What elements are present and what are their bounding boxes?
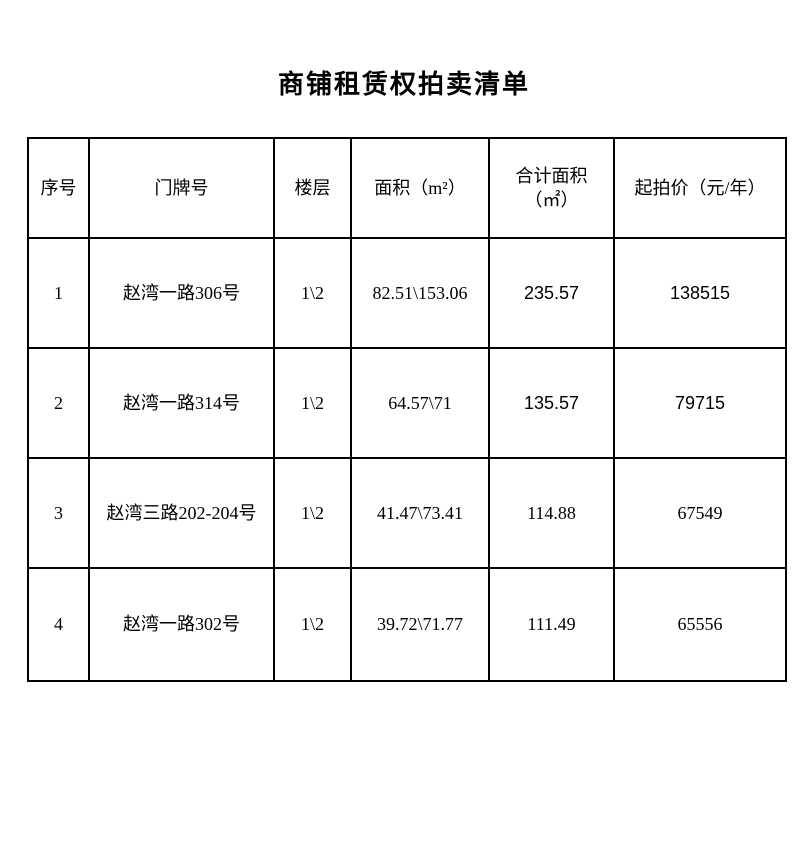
area-cell: 41.47\73.41 (350, 457, 490, 569)
serial-cell: 3 (27, 457, 90, 569)
price-cell: 138515 (613, 237, 787, 349)
header-area: 面积（m²） (350, 137, 490, 239)
address-cell: 赵湾三路202-204号 (88, 457, 275, 569)
address-cell: 赵湾一路302号 (88, 567, 275, 682)
floor-cell: 1\2 (273, 457, 352, 569)
total-area-cell: 114.88 (488, 457, 615, 569)
floor-cell: 1\2 (273, 567, 352, 682)
table-row: 2 赵湾一路314号 1\2 64.57\71 135.57 79715 (27, 347, 787, 459)
table-row: 1 赵湾一路306号 1\2 82.51\153.06 235.57 13851… (27, 237, 787, 349)
total-area-cell: 135.57 (488, 347, 615, 459)
price-cell: 79715 (613, 347, 787, 459)
address-cell: 赵湾一路306号 (88, 237, 275, 349)
header-total-area: 合计面积 （㎡） (488, 137, 615, 239)
area-cell: 39.72\71.77 (350, 567, 490, 682)
document-title: 商铺租赁权拍卖清单 (277, 70, 530, 99)
serial-cell: 1 (27, 237, 90, 349)
price-cell: 65556 (613, 567, 787, 682)
area-cell: 64.57\71 (350, 347, 490, 459)
floor-cell: 1\2 (273, 347, 352, 459)
header-serial: 序号 (27, 137, 90, 239)
price-cell: 67549 (613, 457, 787, 569)
header-price: 起拍价（元/年） (613, 137, 787, 239)
serial-cell: 4 (27, 567, 90, 682)
table-row: 3 赵湾三路202-204号 1\2 41.47\73.41 114.88 67… (27, 457, 787, 569)
header-floor: 楼层 (273, 137, 352, 239)
auction-table: 序号 门牌号 楼层 面积（m²） 合计面积 （㎡） 起拍价（元/年） 1 赵湾一… (27, 137, 787, 682)
address-cell: 赵湾一路314号 (88, 347, 275, 459)
total-area-cell: 235.57 (488, 237, 615, 349)
total-area-cell: 111.49 (488, 567, 615, 682)
header-address: 门牌号 (88, 137, 275, 239)
table-row: 4 赵湾一路302号 1\2 39.72\71.77 111.49 65556 (27, 567, 787, 682)
serial-cell: 2 (27, 347, 90, 459)
floor-cell: 1\2 (273, 237, 352, 349)
area-cell: 82.51\153.06 (350, 237, 490, 349)
table-header-row: 序号 门牌号 楼层 面积（m²） 合计面积 （㎡） 起拍价（元/年） (27, 137, 787, 239)
